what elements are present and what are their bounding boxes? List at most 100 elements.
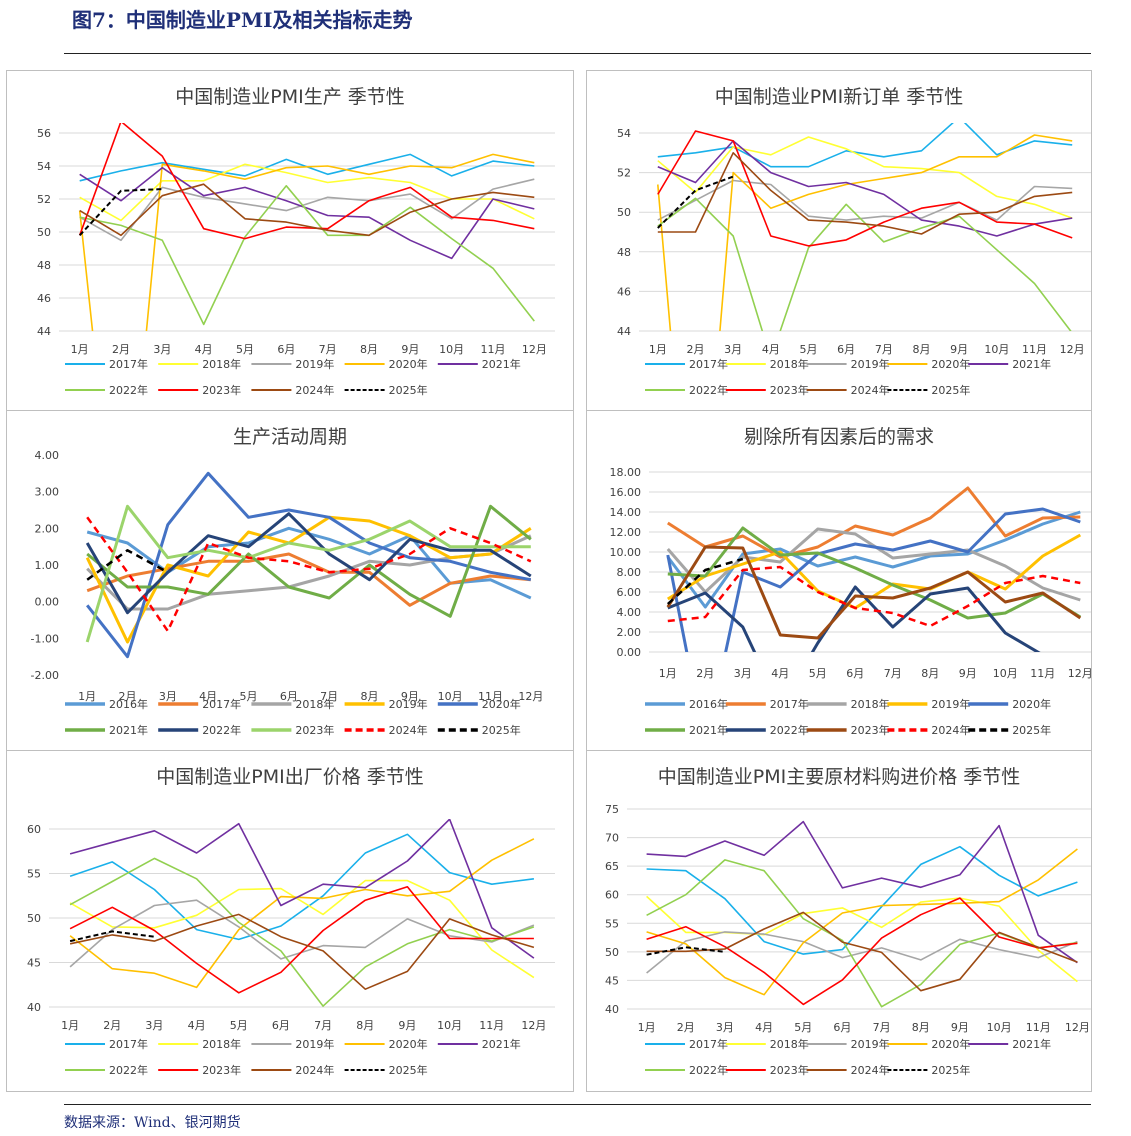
- legend-label: 2017年: [770, 697, 809, 711]
- series-line-2020年: [646, 848, 1078, 996]
- x-tick-label: 10月: [987, 1021, 1012, 1034]
- y-tick-label: 2.00: [617, 626, 642, 639]
- x-tick-label: 3月: [716, 1021, 734, 1034]
- x-tick-label: 10月: [437, 1019, 462, 1032]
- series-line-2025年: [657, 175, 734, 229]
- chart-panel-adjusted-demand: 剔除所有因素后的需求 0.00 2.00 4.00 6.00 8.00 10.00 12.00…: [586, 410, 1092, 752]
- y-tick-label: 40: [605, 1003, 619, 1016]
- x-tick-label: 1月: [78, 690, 96, 703]
- series-line-2021年: [646, 820, 1078, 964]
- chart-panel-production-cycle: 生产活动周期 -2.00 -1.00 0.00 1.00 2.00 3.00 4.00 1月 2月…: [6, 410, 574, 752]
- x-tick-label: 1月: [71, 343, 89, 356]
- legend-label: 2023年: [851, 723, 890, 737]
- chart-title: 中国制造业PMI主要原材料购进价格 季节性: [658, 766, 1021, 788]
- legend-label: 2025年: [931, 383, 970, 397]
- x-tick-label: 11月: [1030, 667, 1055, 680]
- legend-label: 2023年: [770, 383, 809, 397]
- x-tick-label: 1月: [659, 667, 677, 680]
- x-tick-label: 4月: [188, 1019, 206, 1032]
- series-line-2023年: [646, 897, 1078, 1006]
- legend-label: 2020年: [389, 1037, 428, 1051]
- x-tick-label: 1月: [638, 1021, 656, 1034]
- y-tick-label: 50: [37, 226, 51, 239]
- legend-label: 2023年: [770, 1063, 809, 1077]
- legend-label: 2017年: [202, 697, 241, 711]
- data-source-note: 数据来源：Wind、银河期货: [64, 1115, 241, 1131]
- y-tick-label: 54: [617, 127, 631, 140]
- legend-label: 2024年: [389, 723, 428, 737]
- series-line-2018年: [79, 163, 535, 222]
- legend-label: 2024年: [295, 383, 334, 397]
- legend-label: 2019年: [295, 1037, 334, 1051]
- x-tick-label: 10月: [993, 667, 1018, 680]
- x-tick-label: 6月: [280, 690, 298, 703]
- x-tick-label: 11月: [478, 690, 503, 703]
- x-tick-label: 3月: [145, 1019, 163, 1032]
- series-line-2023年: [85, 504, 531, 643]
- series-line-2024年: [79, 183, 535, 237]
- x-tick-label: 3月: [724, 343, 742, 356]
- x-tick-label: 12月: [518, 690, 543, 703]
- x-tick-label: 6月: [272, 1019, 290, 1032]
- x-tick-label: 10月: [984, 343, 1009, 356]
- series-line-2022年: [79, 185, 535, 326]
- x-tick-label: 12月: [521, 1019, 546, 1032]
- x-tick-label: 11月: [479, 1019, 504, 1032]
- x-tick-label: 10月: [438, 690, 463, 703]
- legend-label: 2022年: [109, 1063, 148, 1077]
- legend-label: 2022年: [202, 723, 241, 737]
- legend-label: 2023年: [202, 383, 241, 397]
- legend-label: 2024年: [295, 1063, 334, 1077]
- y-tick-label: 48: [37, 259, 51, 272]
- x-tick-label: 3月: [153, 343, 171, 356]
- x-tick-label: 8月: [356, 1019, 374, 1032]
- legend-label: 2024年: [851, 1063, 890, 1077]
- y-tick-label: 52: [617, 167, 631, 180]
- chart-panel-production: 中国制造业PMI生产 季节性 44 46 48 50 52 54 56 1月 2月 3月 4月 5月 6月…: [6, 70, 574, 412]
- legend-label: 2022年: [689, 383, 728, 397]
- legend-label: 2024年: [851, 383, 890, 397]
- series-line-2019年: [79, 178, 535, 242]
- x-tick-label: 6月: [837, 343, 855, 356]
- series-line-2019年: [657, 179, 1073, 221]
- series-line-2024年: [86, 516, 532, 633]
- x-tick-label: 11月: [481, 343, 506, 356]
- x-tick-label: 5月: [809, 667, 827, 680]
- x-tick-label: 8月: [913, 343, 931, 356]
- x-tick-label: 5月: [800, 343, 818, 356]
- legend-label: 2018年: [202, 1037, 241, 1051]
- chart-panel-output-price: 中国制造业PMI出厂价格 季节性 40 45 50 55 60 1月 2月 3月 4月 5月 6月 7月…: [6, 750, 574, 1092]
- x-tick-label: 7月: [884, 667, 902, 680]
- x-tick-label: 8月: [912, 1021, 930, 1034]
- series-line-2018年: [69, 879, 535, 979]
- x-tick-label: 6月: [277, 343, 295, 356]
- x-tick-label: 1月: [61, 1019, 79, 1032]
- x-tick-label: 7月: [320, 690, 338, 703]
- series-line-2025年: [666, 557, 744, 605]
- y-tick-label: 48: [617, 246, 631, 259]
- series-line-2022年: [85, 512, 532, 615]
- series-line-2020年: [666, 507, 1081, 652]
- series-line-2018年: [646, 895, 1078, 983]
- x-tick-label: 6月: [846, 667, 864, 680]
- y-tick-label: 44: [37, 325, 51, 338]
- legend-label: 2020年: [1012, 697, 1051, 711]
- y-tick-label: 16.00: [610, 486, 642, 499]
- chart-panel-input-price: 中国制造业PMI主要原材料购进价格 季节性 40 45 50 55 60 65 70 75 1月 2…: [586, 750, 1092, 1092]
- x-tick-label: 9月: [401, 690, 419, 703]
- chart-panel-new-orders: 中国制造业PMI新订单 季节性 44 46 48 50 52 54 1月 2月 3月 4月 5月 6月 7…: [586, 70, 1092, 412]
- y-tick-label: 12.00: [610, 526, 642, 539]
- chart-svg: 中国制造业PMI出厂价格 季节性 40 45 50 55 60 1月 2月 3月 4月 5月 6月 7月…: [27, 766, 555, 1077]
- series-line-2020年: [69, 838, 535, 989]
- legend-label: 2023年: [202, 1063, 241, 1077]
- series-line-2024年: [667, 565, 1081, 628]
- legend-label: 2021年: [109, 723, 148, 737]
- legend-label: 2016年: [109, 697, 148, 711]
- legend-label: 2019年: [851, 357, 890, 371]
- chart-svg: 剔除所有因素后的需求 0.00 2.00 4.00 6.00 8.00 10.00 12.00…: [610, 426, 1091, 737]
- x-tick-label: 3月: [159, 690, 177, 703]
- y-tick-label: 44: [617, 325, 631, 338]
- chart-title: 中国制造业PMI生产 季节性: [175, 86, 405, 108]
- y-tick-label: 50: [617, 206, 631, 219]
- x-tick-label: 7月: [873, 1021, 891, 1034]
